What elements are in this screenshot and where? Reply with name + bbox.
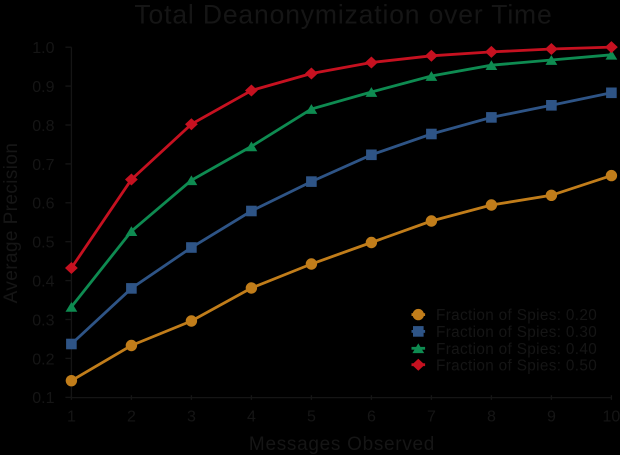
svg-text:Fraction of Spies: 0.40: Fraction of Spies: 0.40 [436, 341, 597, 358]
svg-text:Fraction of Spies: 0.50: Fraction of Spies: 0.50 [436, 357, 597, 374]
svg-text:1.0: 1.0 [32, 40, 54, 57]
svg-text:1: 1 [67, 408, 76, 425]
svg-text:0.5: 0.5 [32, 235, 54, 252]
svg-text:0.7: 0.7 [32, 157, 54, 174]
svg-text:0.3: 0.3 [32, 312, 54, 329]
svg-text:0.6: 0.6 [32, 196, 54, 213]
svg-text:0.9: 0.9 [32, 79, 54, 96]
svg-text:9: 9 [547, 408, 556, 425]
svg-text:8: 8 [487, 408, 496, 425]
svg-text:Messages Observed: Messages Observed [249, 434, 435, 455]
svg-text:Total Deanonymization over Tim: Total Deanonymization over Time [134, 0, 552, 30]
svg-text:0.4: 0.4 [32, 274, 54, 291]
svg-text:0.1: 0.1 [32, 390, 54, 407]
svg-text:4: 4 [247, 408, 256, 425]
svg-text:Average Precision: Average Precision [1, 143, 22, 304]
svg-text:5: 5 [307, 408, 316, 425]
svg-text:3: 3 [187, 408, 196, 425]
svg-text:0.2: 0.2 [32, 351, 54, 368]
svg-text:7: 7 [427, 408, 436, 425]
svg-text:0.8: 0.8 [32, 118, 54, 135]
svg-text:2: 2 [127, 408, 136, 425]
svg-text:Fraction of Spies: 0.20: Fraction of Spies: 0.20 [436, 307, 597, 324]
svg-text:10: 10 [603, 408, 620, 425]
svg-text:6: 6 [367, 408, 376, 425]
svg-text:Fraction of Spies: 0.30: Fraction of Spies: 0.30 [436, 324, 597, 341]
